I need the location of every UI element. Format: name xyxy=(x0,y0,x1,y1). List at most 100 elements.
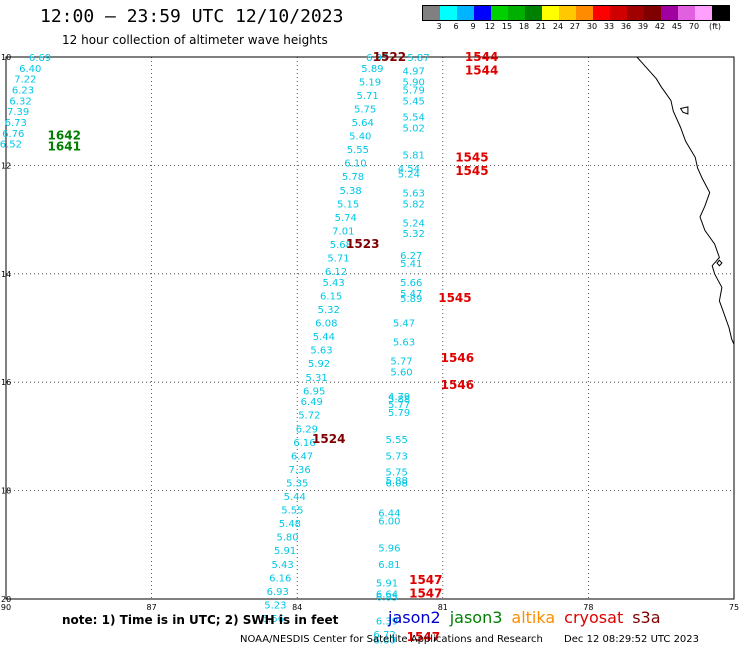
swh-point: 6.16 xyxy=(293,438,315,449)
swh-point: 5.24 xyxy=(398,170,420,181)
credit-text: NOAA/NESDIS Center for Satellite Applica… xyxy=(240,634,543,645)
colorbar-swatch-17 xyxy=(712,6,729,20)
lat-tick-label: 18 xyxy=(1,487,11,496)
swh-point: 5.55 xyxy=(347,145,369,156)
swh-point: 6.69 xyxy=(29,53,51,64)
coastline xyxy=(635,56,735,345)
lat-tick-label: 10 xyxy=(1,53,11,62)
time-label: 1547 xyxy=(409,587,442,601)
swh-point: 6.85 xyxy=(376,592,398,603)
swh-point: 5.75 xyxy=(386,468,408,479)
swh-point: 5.47 xyxy=(400,289,422,300)
swh-point: 6.64 xyxy=(376,590,398,601)
colorbar-swatch-15 xyxy=(678,6,695,20)
swh-point: 5.81 xyxy=(403,151,425,162)
time-label: 1546 xyxy=(441,378,474,392)
swh-point: 5.45 xyxy=(403,96,425,107)
colorbar-label: 3 xyxy=(436,22,442,31)
colorbar-swatch-5 xyxy=(508,6,525,20)
swh-point: 6.08 xyxy=(315,319,337,330)
swh-point: 5.47 xyxy=(393,319,415,330)
swh-point: 5.72 xyxy=(298,411,320,422)
time-label: 1547 xyxy=(407,630,440,644)
swh-point: 5.91 xyxy=(274,546,296,557)
swh-point: 6.16 xyxy=(269,573,291,584)
swh-point: 5.88 xyxy=(386,476,408,487)
swh-point: 5.73 xyxy=(386,451,408,462)
swh-points: 6.696.407.226.236.327.396.736.766.52 6.97… xyxy=(0,53,430,647)
map-title: 12:00 – 23:59 UTC 12/10/2023 xyxy=(40,6,344,27)
legend-altika: altika xyxy=(511,608,556,627)
swh-point: 6.29 xyxy=(296,424,318,435)
colorbar-swatch-13 xyxy=(644,6,661,20)
time-label: 1547 xyxy=(409,573,442,587)
swh-point: 5.71 xyxy=(356,91,378,102)
swh-point: 5.89 xyxy=(361,64,383,75)
swh-point: 5.90 xyxy=(403,77,425,88)
swh-point: 6.47 xyxy=(291,451,313,462)
map-frame xyxy=(5,56,735,600)
swh-point: 5.41 xyxy=(400,259,422,270)
lat-tick-label: 20 xyxy=(1,595,11,604)
map-subtitle: 12 hour collection of altimeter wave hei… xyxy=(62,33,328,47)
time-label: 1523 xyxy=(346,237,379,251)
swh-point: 5.77 xyxy=(388,400,410,411)
time-label: 1641 xyxy=(48,139,81,153)
colorbar-label: 30 xyxy=(586,22,598,31)
swh-point: 7.36 xyxy=(288,465,310,476)
colorbar-swatch-6 xyxy=(525,6,542,20)
swh-point: 5.63 xyxy=(310,346,332,357)
swh-point: 6.12 xyxy=(325,267,347,278)
time-label: 1524 xyxy=(312,432,345,446)
swh-point: 5.43 xyxy=(322,278,344,289)
lat-lon-grid xyxy=(6,57,734,599)
swh-point: 5.24 xyxy=(403,218,425,229)
swh-point: 5.44 xyxy=(284,492,306,503)
swh-point: 5.19 xyxy=(359,77,381,88)
swh-point: 5.74 xyxy=(335,213,357,224)
colorbar-label: 27 xyxy=(569,22,581,31)
colorbar-label: 33 xyxy=(603,22,615,31)
legend-cryosat: cryosat xyxy=(564,608,624,627)
colorbar-swatch-0 xyxy=(423,6,440,20)
swh-point: 6.23 xyxy=(12,86,34,97)
colorbar-swatch-1 xyxy=(440,6,457,20)
swh-point: 5.15 xyxy=(337,199,359,210)
swh-point: 5.88 xyxy=(388,394,410,405)
colorbar-label: 21 xyxy=(535,22,547,31)
island-outline xyxy=(716,259,723,267)
swh-point: 5.89 xyxy=(400,294,422,305)
swh-point: 6.10 xyxy=(344,159,366,170)
colorbar-label: 9 xyxy=(470,22,476,31)
generation-timestamp: Dec 12 08:29:52 UTC 2023 xyxy=(564,634,700,645)
lon-tick-label: 75 xyxy=(729,603,739,612)
swh-point: 4.79 xyxy=(388,392,410,403)
lon-tick-label: 87 xyxy=(147,603,157,612)
colorbar-swatch-11 xyxy=(610,6,627,20)
swh-point: 6.00 xyxy=(378,516,400,527)
swh-point: 6.27 xyxy=(400,251,422,262)
swh-point: 5.63 xyxy=(393,338,415,349)
colorbar-swatch-7 xyxy=(542,6,559,20)
colorbar-label: 45 xyxy=(671,22,683,31)
swh-point: 5.68 xyxy=(330,240,352,251)
time-label: 1522 xyxy=(373,50,406,64)
swh-point: 5.92 xyxy=(308,359,330,370)
swh-point: 5.66 xyxy=(400,278,422,289)
swh-point: 6.32 xyxy=(9,96,31,107)
swh-point: 6.39 xyxy=(376,617,398,628)
footer-credit: NOAA/NESDIS Center for Satellite Applica… xyxy=(240,634,699,645)
colorbar-swatch-16 xyxy=(695,6,712,20)
swh-point: 5.55 xyxy=(386,435,408,446)
swh-point: 6.76 xyxy=(2,129,24,140)
lat-tick-label: 14 xyxy=(1,270,11,279)
time-label: 1642 xyxy=(48,129,81,143)
swh-point: 6.56 xyxy=(262,614,284,625)
swh-point: 6.40 xyxy=(19,64,41,75)
legend-jason3: jason3 xyxy=(449,608,503,627)
island-outline xyxy=(679,106,689,115)
time-label: 1545 xyxy=(455,164,488,178)
lon-tick-label: 78 xyxy=(583,603,593,612)
lat-tick-label: 12 xyxy=(1,161,11,170)
